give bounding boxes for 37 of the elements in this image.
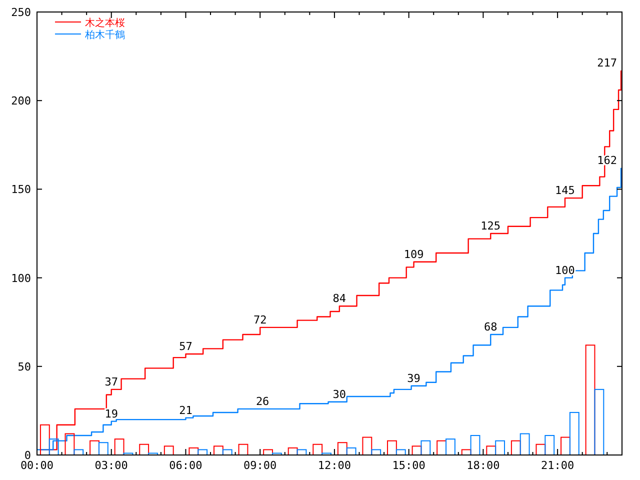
bar: [594, 388, 604, 456]
y-tick-label: 100: [11, 272, 31, 285]
annotation: 57: [179, 340, 192, 353]
bar: [470, 435, 480, 456]
x-tick-label: 03:00: [94, 459, 128, 472]
annotation: 37: [104, 375, 118, 388]
annotation: 84: [332, 292, 346, 306]
x-tick-label: 09:00: [244, 459, 277, 472]
bar: [446, 438, 456, 456]
annotation: 19: [104, 407, 118, 420]
bar: [520, 433, 530, 456]
x-tick-label: 06:00: [169, 459, 202, 472]
annotation: 109: [404, 248, 424, 261]
annotation: 145: [555, 184, 575, 198]
y-tick-label: 250: [11, 6, 31, 19]
annotation: 21: [179, 404, 192, 417]
legend-label: 柏木千鶴: [84, 29, 125, 41]
y-tick-label: 200: [11, 94, 31, 108]
x-tick-label: 15:00: [392, 459, 426, 472]
bar: [544, 435, 555, 456]
x-tick-label: 12:00: [318, 459, 352, 472]
annotation: 100: [555, 264, 575, 277]
annotation: 72: [253, 313, 267, 326]
x-tick-label: 21:00: [540, 459, 574, 472]
x-tick-label: 18:00: [466, 459, 500, 472]
bar: [569, 412, 580, 456]
y-tick-label: 50: [18, 360, 31, 374]
annotation: 26: [256, 394, 270, 408]
annotation: 217: [597, 56, 618, 70]
annotation: 68: [484, 320, 498, 334]
y-tick-label: 0: [24, 449, 31, 462]
x-tick-label: 00:00: [20, 459, 54, 472]
annotation: 30: [332, 388, 346, 401]
y-tick-label: 150: [11, 183, 31, 196]
annotation: 125: [480, 220, 501, 232]
legend-label: 木之本桜: [85, 17, 125, 29]
annotation: 39: [407, 372, 420, 385]
